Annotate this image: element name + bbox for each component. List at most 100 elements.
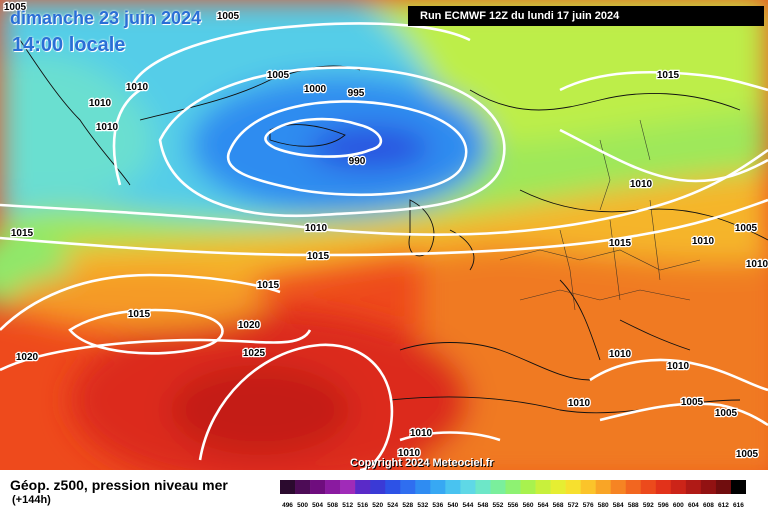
isobar-label: 1010 — [398, 448, 421, 459]
legend-value: 500 — [297, 502, 308, 509]
isobar-label: 1015 — [128, 309, 151, 320]
legend-swatch — [475, 480, 491, 494]
field-darkred-core — [170, 365, 350, 455]
legend-swatch — [415, 480, 431, 494]
isobar-label: 1005 — [4, 2, 27, 13]
isobar-label: 1005 — [715, 408, 738, 419]
isobar-label: 1010 — [410, 428, 433, 439]
legend-value: 596 — [658, 502, 669, 509]
isobar-label: 990 — [349, 156, 366, 167]
legend-swatch — [445, 480, 461, 494]
legend-value: 496 — [282, 502, 293, 509]
isobar-label: 1015 — [11, 228, 34, 239]
isobar-label: 1020 — [16, 352, 39, 363]
isobar-labels: 1005 1005 1010 1010 1010 1005 1000 995 990 1015 10… — [3, 1, 768, 462]
legend-value: 604 — [688, 502, 699, 509]
isobar-label: 1020 — [238, 320, 261, 331]
isobar-lines — [0, 22, 768, 470]
isobar-label: 1005 — [217, 11, 240, 22]
isobar-label: 1010 — [692, 236, 715, 247]
legend-value: 580 — [598, 502, 609, 509]
legend-swatch — [325, 480, 341, 494]
map-variable-title: Géop. z500, pression niveau mer — [10, 477, 228, 493]
legend-swatch — [655, 480, 672, 494]
legend-value: 532 — [417, 502, 428, 509]
legend-swatch — [550, 480, 566, 494]
legend-swatch — [700, 480, 717, 494]
legend-value: 516 — [357, 502, 368, 509]
legend-value: 600 — [673, 502, 684, 509]
legend-swatch — [625, 480, 642, 494]
legend-swatch — [730, 480, 746, 494]
legend-swatch — [370, 480, 386, 494]
legend-value: 524 — [387, 502, 398, 509]
legend-value: 584 — [613, 502, 624, 509]
field-deepblue-low — [310, 126, 430, 170]
legend-value: 612 — [718, 502, 729, 509]
legend-swatch — [520, 480, 536, 494]
legend-swatch — [595, 480, 612, 494]
copyright-text: Copyright 2024 Meteociel.fr — [350, 457, 494, 469]
legend-swatch — [355, 480, 371, 494]
field-orange-atl — [10, 270, 270, 330]
legend-swatch — [400, 480, 416, 494]
legend-value: 576 — [583, 502, 594, 509]
legend-value: 552 — [493, 502, 504, 509]
legend-value: 520 — [372, 502, 383, 509]
isobar-label: 1015 — [657, 70, 680, 81]
isobar-label: 1005 — [736, 449, 759, 460]
legend-value: 608 — [703, 502, 714, 509]
legend-swatch — [715, 480, 732, 494]
legend-swatch — [490, 480, 506, 494]
legend-value: 536 — [432, 502, 443, 509]
color-scale-legend: 496 500 504 508 512 516 520 524 528 532 536 540 544 5… — [280, 480, 746, 509]
legend-value: 592 — [643, 502, 654, 509]
legend-value: 508 — [327, 502, 338, 509]
isobar-label: 1010 — [96, 122, 119, 133]
isobar-label: 1010 — [568, 398, 591, 409]
legend-value: 544 — [462, 502, 473, 509]
legend-value: 540 — [447, 502, 458, 509]
legend-value: 564 — [538, 502, 549, 509]
legend-swatch — [535, 480, 551, 494]
isobar-label: 1010 — [305, 223, 328, 234]
legend-swatch — [670, 480, 687, 494]
legend-value: 572 — [568, 502, 579, 509]
isobar-label: 1015 — [307, 251, 330, 262]
legend-swatch — [640, 480, 657, 494]
legend-swatch — [580, 480, 596, 494]
legend-value: 512 — [342, 502, 353, 509]
legend-value: 548 — [478, 502, 489, 509]
legend-value: 528 — [402, 502, 413, 509]
legend-swatch — [385, 480, 401, 494]
legend-value: 588 — [628, 502, 639, 509]
legend-swatch — [610, 480, 627, 494]
isobar-label: 1010 — [89, 98, 112, 109]
isobar-label: 1010 — [126, 82, 149, 93]
legend-swatch — [430, 480, 446, 494]
run-info-box: Run ECMWF 12Z du lundi 17 juin 2024 — [408, 6, 764, 26]
legend-value: 504 — [312, 502, 323, 509]
legend-swatch — [310, 480, 326, 494]
legend-value: 556 — [508, 502, 519, 509]
forecast-date: dimanche 23 juin 2024 — [10, 8, 202, 28]
legend-swatch — [295, 480, 311, 494]
legend-swatch — [280, 480, 296, 494]
geopotential-map: 1005 1005 1010 1010 1010 1005 1000 995 990 1015 10… — [0, 0, 768, 470]
legend-swatch — [565, 480, 581, 494]
isobar-label: 1010 — [630, 179, 653, 190]
isobar-label: 995 — [348, 88, 365, 99]
isobar-label: 1005 — [681, 397, 704, 408]
forecast-lead-time: (+144h) — [12, 494, 51, 506]
legend-swatch — [340, 480, 356, 494]
isobar-label: 1010 — [746, 259, 768, 270]
legend-value: 560 — [523, 502, 534, 509]
isobar-label: 1025 — [243, 348, 266, 359]
forecast-time: 14:00 locale — [12, 34, 126, 56]
legend-swatch — [685, 480, 702, 494]
legend-swatch — [505, 480, 521, 494]
legend-value: 616 — [733, 502, 744, 509]
isobar-label: 1000 — [304, 84, 327, 95]
legend-value: 568 — [553, 502, 564, 509]
